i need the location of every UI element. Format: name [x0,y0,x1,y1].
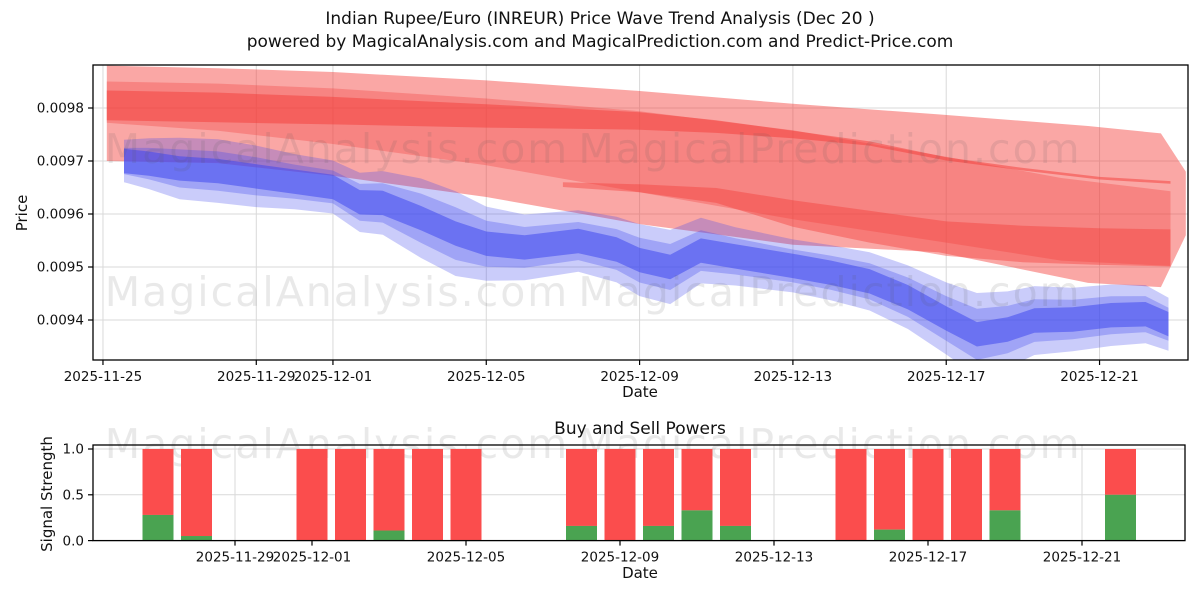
sell-power-bar [335,449,366,541]
sell-power-bar [874,449,905,530]
price-wave-bands [106,65,1186,360]
blue-wave-core [124,148,1169,347]
bottom-date-axis-label: Date [622,564,658,582]
red-wave-mid [106,81,1171,266]
price-tick-label: 0.0094 [37,313,84,329]
bottom-x-tick-label: 2025-12-05 [427,550,505,566]
top-x-tick-label: 2025-12-01 [294,369,372,385]
buy-power-bar [874,529,905,541]
bottom-x-tick-label: 2025-12-01 [273,550,351,566]
price-tick-label: 0.0096 [37,207,84,223]
watermark-analysis: MagicalAnalysis.com [105,125,570,173]
sell-power-bar [681,449,713,511]
axes-spines [92,64,1189,542]
watermark-row: MagicalAnalysis.com MagicalPrediction.com [105,268,1081,316]
red-wave-core-lower [562,182,1171,267]
top-x-tick-label: 2025-12-21 [1060,369,1138,385]
buy-power-bar [643,525,674,541]
sell-power-bar [912,449,944,541]
sell-power-bar [181,449,212,537]
bottom-x-tick-label: 2025-12-17 [889,550,967,566]
watermark-row: MagicalAnalysis.com MagicalPrediction.com [105,125,1081,173]
chart-subtitle: powered by MagicalAnalysis.com and Magic… [246,32,954,52]
signal-tick-label: 0.0 [63,533,84,549]
top-date-axis-label: Date [622,383,658,401]
sell-power-bar [142,449,174,515]
top-x-tick-label: 2025-12-17 [907,369,985,385]
sell-power-bar [951,449,982,541]
buy-power-bar [373,530,405,541]
top-x-tick-label: 2025-12-13 [754,369,832,385]
price-tick-label: 0.0098 [37,101,84,117]
top-x-tick-label: 2025-11-25 [64,369,142,385]
bottom-chart-title: Buy and Sell Powers [554,419,726,439]
bottom-x-tick-label: 2025-12-09 [581,550,659,566]
buy-power-bar [989,510,1021,541]
signal-tick-label: 1.0 [63,442,84,458]
buy-power-bar [142,514,174,541]
top-x-tick-label: 2025-12-09 [600,369,678,385]
buy-power-bar [1105,494,1136,541]
tick-marks [88,107,1101,546]
sell-power-bar [373,449,405,531]
buy-power-bar [720,525,751,541]
watermark-analysis: MagicalAnalysis.com [105,268,570,316]
bottom-x-tick-label: 2025-12-13 [735,550,813,566]
watermark-prediction: MagicalPrediction.com [578,268,1081,316]
red-wave-core [106,90,1171,184]
buy-power-bar [566,525,597,541]
sell-power-bar [835,449,867,541]
bottom-x-tick-label: 2025-12-21 [1043,550,1121,566]
sell-power-bar [989,449,1021,511]
sell-power-bar [1105,449,1136,495]
price-axis-label: Price [13,194,31,232]
bottom-x-tick-label: 2025-11-29 [196,550,274,566]
price-tick-label: 0.0095 [37,260,84,276]
buy-power-bar [681,510,713,541]
watermark-prediction: MagicalPrediction.com [578,125,1081,173]
signal-bars [142,449,1136,541]
sell-power-bar [604,449,636,541]
price-tick-label: 0.0097 [37,154,84,170]
signal-tick-label: 0.5 [63,488,84,504]
top-x-tick-label: 2025-12-05 [447,369,525,385]
chart-title: Indian Rupee/Euro (INREUR) Price Wave Tr… [325,9,875,29]
sell-power-bar [450,449,482,541]
sell-power-bar [720,449,751,526]
top-x-tick-label: 2025-11-29 [217,369,295,385]
sell-power-bar [643,449,674,526]
sell-power-bar [412,449,443,541]
buy-power-bar [181,536,212,541]
sell-power-bar [296,449,328,541]
sell-power-bar [566,449,597,526]
